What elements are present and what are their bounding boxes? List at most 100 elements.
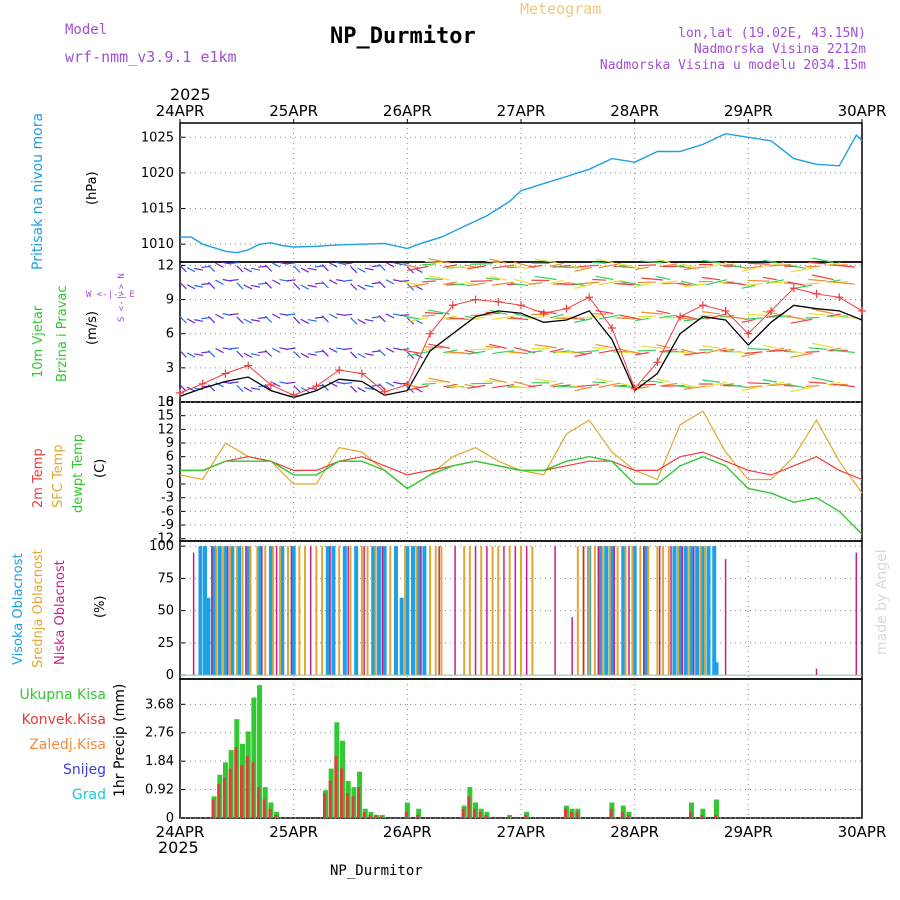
cloud-low-bar: [525, 546, 528, 676]
wind-gust-marker: [653, 358, 662, 367]
wind-barb: [307, 284, 317, 288]
wind-barb: [574, 386, 593, 392]
wind-barb: [449, 317, 472, 321]
wind-gust-marker: [312, 382, 321, 391]
wind-barb: [552, 316, 571, 320]
cloud-high-bar: [217, 546, 222, 676]
wind-barb: [805, 350, 820, 353]
wind-gust-marker: [289, 391, 298, 400]
cloud-high-bar: [331, 546, 336, 676]
y-tick-label: -3: [161, 491, 174, 506]
wind-barb: [179, 350, 187, 358]
wind-barb: [385, 279, 395, 285]
wind-barb: [229, 313, 239, 316]
y-tick-label: -6: [161, 504, 174, 519]
wind-barb: [808, 381, 827, 384]
precip-conv-bar: [416, 814, 420, 818]
wind-barb: [787, 383, 806, 389]
wind-barb: [811, 308, 834, 315]
wind-barb: [485, 379, 500, 383]
precip-conv-bar: [507, 816, 511, 818]
cloud-high-bar: [672, 546, 677, 676]
wind-barb: [250, 267, 260, 271]
wind-barb: [258, 282, 268, 285]
top-date-label: 30APR: [838, 102, 887, 120]
wind-barb: [300, 352, 310, 359]
wind-barb: [534, 258, 557, 264]
wind-barb: [215, 279, 224, 285]
wind-barb: [428, 275, 451, 281]
cloud-mid-bar: [338, 546, 341, 676]
cloud-ylabel-high: Visoka Oblacnost: [11, 553, 26, 665]
wind-barb: [229, 347, 239, 350]
wind-barb: [762, 276, 777, 281]
precip-conv-bar: [234, 746, 238, 818]
wind-barb: [826, 262, 841, 266]
wind-barb: [595, 258, 614, 264]
cloud-mid-bar: [608, 546, 611, 676]
precip-conv-bar: [620, 811, 624, 818]
bottom-date-label: 27APR: [497, 823, 546, 841]
wind-barb: [620, 280, 642, 287]
cloud-mid-bar: [286, 546, 289, 676]
precip-legend-item: Konvek.Kisa: [22, 712, 106, 728]
wind-barb: [577, 281, 600, 285]
wind-gust-marker: [744, 329, 753, 338]
pressure-unit: (hPa): [85, 171, 100, 205]
cloud-mid-bar: [249, 546, 252, 676]
wind-barb: [577, 384, 600, 388]
cloud-low-bar: [658, 546, 661, 676]
wind-barb: [286, 381, 296, 384]
cloud-mid-bar: [321, 546, 324, 676]
wind-barb: [768, 383, 792, 387]
wind-barb: [215, 262, 224, 268]
wind-barb: [574, 266, 593, 272]
wind-barb: [485, 277, 500, 281]
wind-barb: [364, 284, 374, 288]
wind-barb: [744, 265, 763, 269]
wind-barb: [201, 265, 211, 269]
precip-conv-bar: [362, 811, 366, 818]
y-tick-label: 0: [166, 668, 174, 683]
cloud-mid-bar: [588, 546, 591, 676]
cloud-low-bar: [245, 546, 247, 676]
y-tick-label: 6: [166, 450, 174, 465]
wind-barb: [378, 349, 386, 357]
wind-gust-marker: [835, 293, 844, 302]
y-tick-label: 0: [166, 811, 174, 826]
precip-conv-bar: [345, 793, 349, 818]
y-tick-label: 6: [166, 327, 174, 342]
wind-barb: [808, 261, 827, 265]
wind-barb: [406, 351, 429, 357]
precip-conv-bar: [228, 768, 232, 818]
wind-barb: [747, 313, 770, 316]
wind-barb: [385, 313, 395, 319]
cloud-low-bar: [329, 546, 331, 676]
wind-barb: [236, 265, 244, 273]
wind-barb: [421, 382, 436, 385]
wind-gust-marker: [517, 301, 525, 310]
wind-barb: [371, 316, 381, 319]
precip-legend-item: Grad: [72, 787, 106, 803]
wind-barb: [443, 281, 458, 285]
wind-gust-marker: [539, 309, 548, 318]
wind-barb: [428, 377, 451, 383]
coords-text: lon,lat (19.02E, 43.15N): [678, 26, 866, 41]
wind-barb: [449, 283, 472, 287]
wind-barb: [443, 349, 458, 354]
wind-barb: [701, 379, 720, 383]
wind-barb: [832, 383, 855, 388]
cloud-low-bar: [582, 546, 585, 676]
cloud-high-bar: [416, 546, 421, 676]
wind-gust-marker: [630, 384, 639, 393]
wind-barb: [634, 283, 649, 288]
wind-barb: [364, 352, 374, 356]
wind-panel: 0 3 6 9 12: [157, 257, 866, 410]
cloud-unit: (%): [93, 596, 108, 619]
wind-barb: [357, 318, 366, 325]
wind-barb: [555, 385, 578, 388]
cloud-low-bar: [681, 546, 684, 676]
wind-gust-marker: [198, 379, 207, 388]
wind-barb: [385, 381, 395, 387]
